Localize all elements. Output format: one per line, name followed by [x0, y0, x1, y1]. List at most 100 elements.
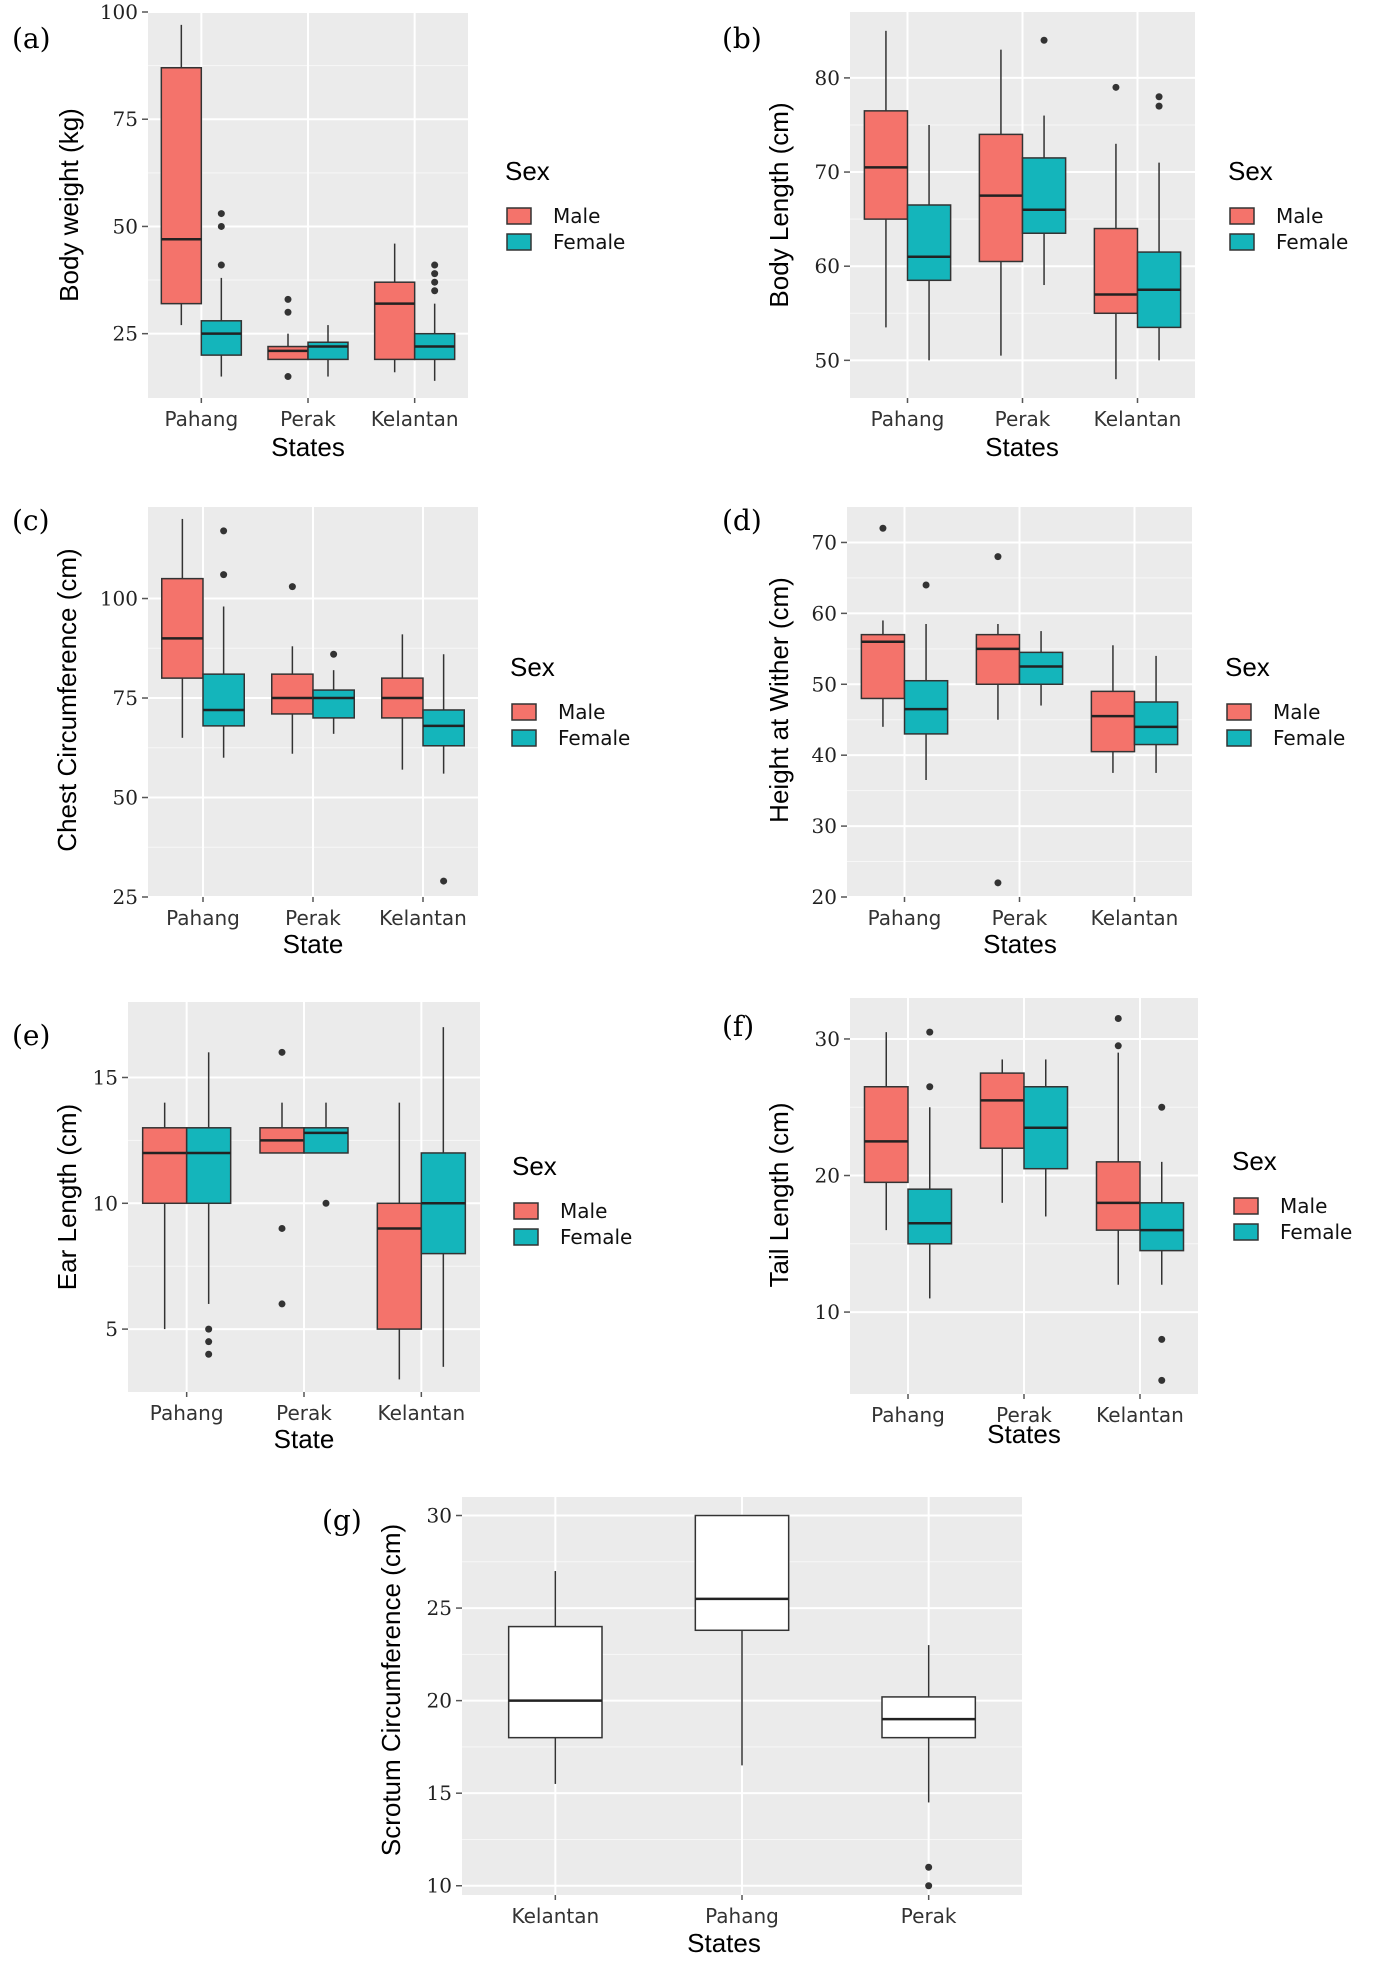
box-iqr	[161, 577, 204, 679]
x-tick-label-perak: Perak	[995, 407, 1051, 431]
box-a-male-kelantan	[373, 243, 416, 373]
legend-f: Sex Male Female	[1232, 1146, 1352, 1244]
chart-panel-a: (a) 25 50 75 100 Pahang Perak Kelantan States…	[12, 0, 625, 462]
box-iqr	[1133, 701, 1179, 746]
box-g-all-pahang	[694, 1514, 790, 1766]
x-tick-label-pahang: Pahang	[164, 407, 238, 431]
box-g-all-kelantan	[507, 1571, 603, 1784]
box-iqr	[1095, 1161, 1141, 1231]
outlier-point	[926, 1083, 934, 1091]
y-tick-label: 100	[100, 0, 138, 24]
box-iqr	[376, 1202, 423, 1330]
box-iqr	[881, 1696, 977, 1739]
y-tick-label: 40	[812, 743, 837, 767]
outlier-point	[217, 210, 225, 218]
panel-tag-f: (f)	[722, 1010, 754, 1043]
box-c-female-pahang	[202, 527, 245, 758]
outlier-point	[205, 1350, 213, 1358]
boxes-f	[863, 1014, 1185, 1384]
y-axis-title-e: Ear Length (cm)	[52, 1104, 82, 1290]
box-d-female-kelantan	[1133, 655, 1179, 773]
outlier-point	[288, 583, 296, 591]
x-axis-c: Pahang Perak Kelantan	[166, 897, 467, 930]
x-tick-label-pahang: Pahang	[705, 1904, 779, 1928]
box-f-male-perak	[979, 1059, 1025, 1203]
legend-entry-male-a: Male	[506, 204, 600, 228]
box-iqr	[860, 633, 906, 700]
x-tick-label-kelantan: Kelantan	[377, 1401, 465, 1425]
y-tick-label: 20	[427, 1689, 452, 1713]
box-iqr	[312, 689, 355, 719]
legend-key-male-d	[1226, 703, 1252, 721]
outlier-point	[278, 1300, 286, 1308]
legend-label-female-b: Female	[1276, 230, 1348, 254]
y-tick-label: 30	[812, 814, 837, 838]
outlier-point	[1112, 83, 1120, 91]
boxes-c	[161, 518, 465, 885]
y-axis-g: 10 15 20 25 30	[427, 1504, 462, 1898]
outlier-point	[217, 222, 225, 230]
legend-entry-female-e: Female	[513, 1225, 632, 1249]
panel-tag-e: (e)	[12, 1019, 50, 1052]
legend-entry-male-f: Male	[1233, 1194, 1327, 1218]
y-tick-label: 60	[812, 601, 837, 625]
y-axis-title-d: Height at Wither (cm)	[764, 577, 794, 823]
outlier-point	[1155, 102, 1163, 110]
legend-entry-female-d: Female	[1226, 726, 1345, 750]
x-tick-label-kelantan: Kelantan	[1091, 906, 1179, 930]
y-axis-title-g: Scrotum Circumference (cm)	[376, 1524, 406, 1856]
outlier-point	[994, 879, 1002, 887]
box-c-male-pahang	[161, 518, 204, 738]
outlier-point	[925, 1863, 933, 1871]
legend-entry-male-c: Male	[511, 700, 605, 724]
x-axis-title-b: States	[985, 432, 1059, 462]
y-tick-label: 50	[812, 672, 837, 696]
box-iqr	[907, 1188, 953, 1245]
box-a-female-pahang	[200, 210, 243, 377]
x-tick-label-perak: Perak	[996, 1403, 1052, 1427]
panel-tag-g: (g)	[322, 1504, 362, 1537]
box-b-female-kelantan	[1136, 93, 1182, 361]
box-d-male-kelantan	[1090, 645, 1136, 773]
y-tick-label: 50	[113, 214, 138, 238]
legend-key-female-e	[513, 1228, 539, 1246]
box-iqr	[863, 1086, 909, 1184]
box-d-male-perak	[975, 553, 1021, 887]
x-axis-title-f: States	[987, 1419, 1061, 1449]
box-c-male-kelantan	[381, 634, 424, 770]
y-axis-e: 5 10 15	[93, 1065, 128, 1341]
outlier-point	[1158, 1376, 1166, 1384]
y-tick-label: 75	[113, 686, 138, 710]
legend-label-female-f: Female	[1280, 1220, 1352, 1244]
y-tick-label: 15	[427, 1781, 452, 1805]
box-iqr	[979, 1072, 1025, 1149]
y-tick-label: 25	[427, 1596, 452, 1620]
box-c-female-kelantan	[422, 654, 465, 885]
x-axis-a: Pahang Perak Kelantan	[164, 398, 459, 431]
legend-label-male-f: Male	[1280, 1194, 1327, 1218]
y-axis-title-b: Body Length (cm)	[764, 102, 794, 307]
outlier-point	[431, 261, 439, 269]
legend-b: Sex Male Female	[1228, 156, 1348, 254]
legend-key-female-f	[1233, 1223, 1259, 1241]
outlier-point	[431, 278, 439, 286]
y-axis-d: 20 30 40 50 60 70	[812, 530, 847, 909]
box-d-male-pahang	[860, 524, 906, 727]
legend-entry-female-f: Female	[1233, 1220, 1352, 1244]
panel-tag-a: (a)	[12, 22, 51, 55]
legend-label-male-e: Male	[560, 1199, 607, 1223]
box-f-female-kelantan	[1139, 1103, 1185, 1384]
legend-e: Sex Male Female	[512, 1151, 632, 1249]
box-iqr	[1139, 1202, 1185, 1252]
y-tick-label: 30	[815, 1027, 840, 1051]
box-a-female-perak	[307, 325, 349, 377]
boxes-e	[141, 1027, 467, 1380]
x-tick-label-perak: Perak	[276, 1401, 332, 1425]
x-tick-label-kelantan: Kelantan	[1094, 407, 1182, 431]
outlier-point	[322, 1199, 330, 1207]
y-tick-label: 10	[427, 1874, 452, 1898]
box-iqr	[978, 133, 1024, 263]
y-tick-label: 80	[815, 66, 840, 90]
